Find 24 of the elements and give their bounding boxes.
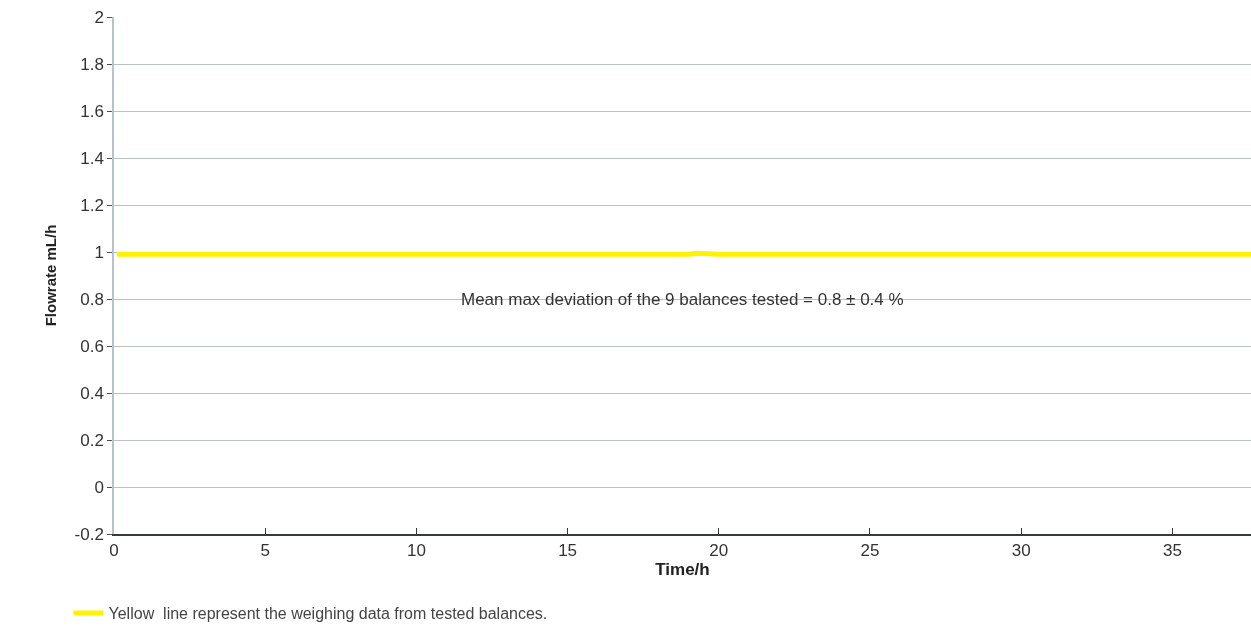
y-tick-label: 0.2 bbox=[80, 430, 104, 450]
y-tick-label: 1.2 bbox=[80, 195, 104, 215]
y-tick-label: 0.4 bbox=[80, 383, 104, 403]
y-tick-label: 2 bbox=[94, 7, 104, 27]
x-tick-label: 0 bbox=[109, 541, 119, 561]
y-tick-label: 1.4 bbox=[80, 148, 104, 168]
y-tick-label: 0.6 bbox=[80, 336, 104, 356]
y-tick-label: -0.2 bbox=[74, 524, 104, 544]
x-tick-label: 15 bbox=[558, 541, 578, 561]
x-tick-label: 30 bbox=[1011, 541, 1031, 561]
x-tick-label: 20 bbox=[709, 541, 729, 561]
y-tick-label: 0.8 bbox=[80, 289, 104, 309]
x-tick-label: 25 bbox=[860, 541, 880, 561]
legend-label: Yellow line represent the weighing data from tested balances. bbox=[108, 605, 548, 623]
x-tick-label: 10 bbox=[406, 541, 426, 561]
x-tick-label: 35 bbox=[1162, 541, 1182, 561]
annotation: Mean max deviation of the 9 balances tested = 0.8 ± 0.4 % bbox=[461, 290, 904, 309]
y-tick-label: 1.6 bbox=[80, 101, 104, 121]
x-axis-title: Time/h bbox=[655, 560, 710, 580]
y-tick-label: 0 bbox=[94, 477, 104, 497]
y-tick-label: 1.8 bbox=[80, 54, 104, 74]
x-tick-label: 5 bbox=[260, 541, 270, 561]
y-tick-label: 1 bbox=[94, 242, 104, 262]
y-axis-title: Flowrate mL/h bbox=[42, 224, 60, 327]
